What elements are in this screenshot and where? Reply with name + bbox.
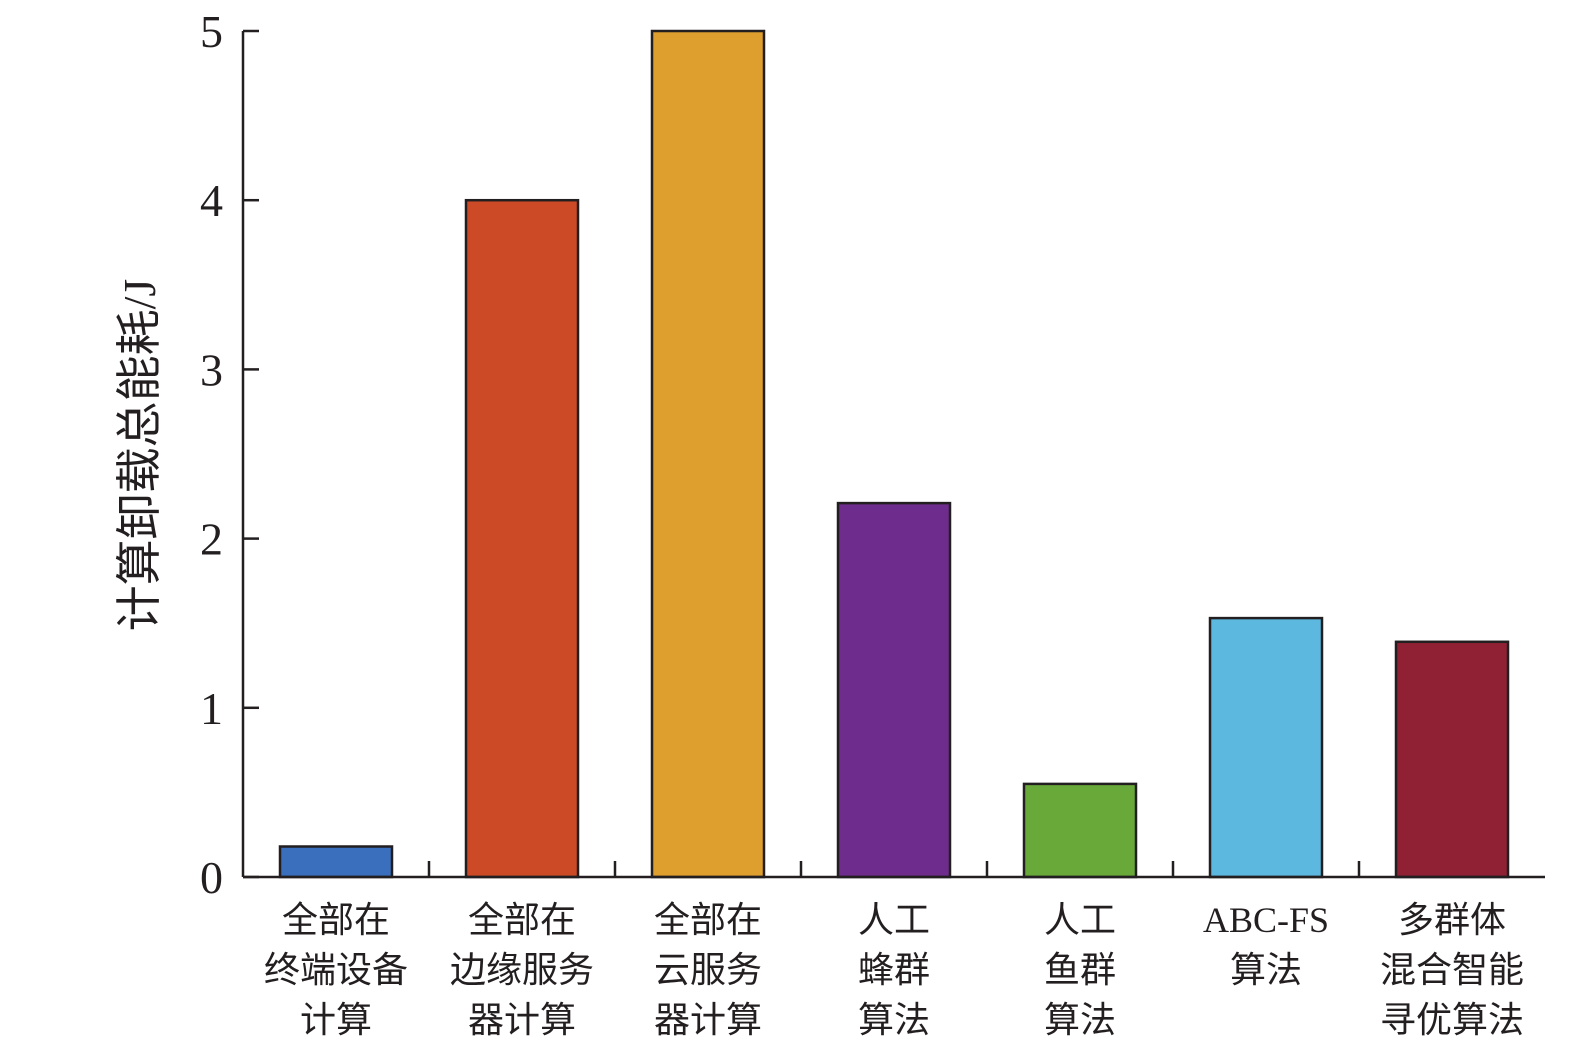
y-tick-label-4: 4 [200,175,223,226]
x-tick-label-3: 全部在云服务器计算 [654,900,762,1040]
x-tick-label-2: 全部在边缘服务器计算 [450,900,594,1040]
bar-6 [1208,616,1324,879]
y-tick-label-3: 3 [200,344,223,395]
bar-2 [464,198,580,879]
y-tick-label-5: 5 [200,6,223,57]
x-tick-label-5: 人工鱼群算法 [1044,900,1116,1040]
x-tick-label-4: 人工蜂群算法 [858,900,930,1040]
x-tick-label-6: ABC-FS 算法 [1203,900,1329,990]
bar-5 [1022,782,1138,879]
x-tick-label-1: 全部在终端设备计算 [264,900,408,1040]
bar-4 [836,501,952,879]
y-tick-label-0: 0 [200,852,223,903]
bar-3 [650,29,766,879]
plot-area [278,29,1510,879]
y-tick-label-1: 1 [200,683,223,734]
bar-1 [278,845,394,879]
bar-7 [1394,640,1510,879]
x-tick-label-7: 多群体混合智能寻优算法 [1380,900,1524,1040]
y-tick-label-2: 2 [200,514,223,565]
y-axis-label: 计算卸载总能耗/J [114,279,165,632]
